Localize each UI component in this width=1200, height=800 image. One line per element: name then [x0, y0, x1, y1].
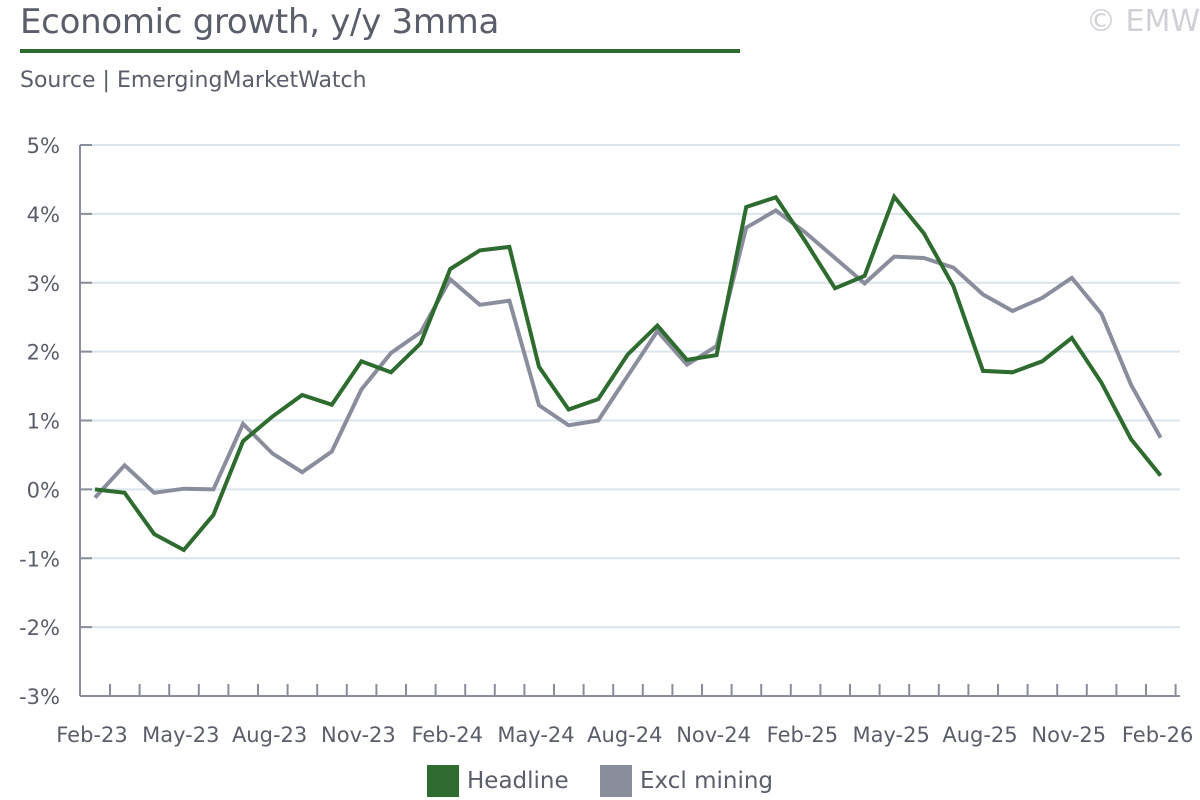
x-tick-label: May-24: [497, 723, 574, 747]
line-chart: 5% 4% 3% 2% 1% 0% -1% -2% -3% Feb-23 May-23 Aug-23 N…: [19, 134, 1193, 747]
x-tick-label: Feb-24: [411, 723, 482, 747]
copyright-watermark: © EMW: [1085, 4, 1200, 39]
y-tick-label: 0%: [27, 478, 60, 502]
title-underline: [20, 49, 740, 53]
x-tick-label: Feb-23: [56, 723, 127, 747]
x-tick-label: Aug-25: [942, 723, 1017, 747]
y-tick-label: 5%: [27, 134, 60, 158]
x-tick-label: Nov-25: [1031, 723, 1106, 747]
legend-swatch-excl-mining: [600, 765, 632, 797]
legend-item-headline: Headline: [427, 763, 569, 799]
x-tick-label: Feb-25: [767, 723, 838, 747]
legend-swatch-headline: [427, 765, 459, 797]
chart-source: Source | EmergingMarketWatch: [20, 68, 367, 93]
y-tick-label: 3%: [27, 272, 60, 296]
series-line-excl-mining: [93, 208, 1163, 499]
legend-label-excl-mining: Excl mining: [640, 768, 774, 794]
legend-label-headline: Headline: [467, 768, 569, 794]
y-tick-label: -3%: [19, 685, 60, 709]
y-tick-label: 1%: [27, 410, 60, 434]
x-tick-label: Nov-23: [321, 723, 396, 747]
x-tick-label: Feb-26: [1122, 723, 1193, 747]
chart-title: Economic growth, y/y 3mma: [20, 2, 500, 42]
y-tick-label: 2%: [27, 341, 60, 365]
series-line-headline: [94, 192, 1163, 553]
x-tick-label: Aug-24: [587, 723, 662, 747]
legend-item-excl-mining: Excl mining: [600, 763, 773, 799]
x-tick-label: May-23: [142, 723, 219, 747]
y-tick-label: 4%: [27, 203, 60, 227]
x-tick-label: Nov-24: [676, 723, 751, 747]
chart-legend: Headline Excl mining: [0, 763, 1200, 799]
y-tick-label: -2%: [19, 616, 60, 640]
x-tick-label: May-25: [853, 723, 930, 747]
y-tick-label: -1%: [19, 547, 60, 571]
x-tick-label: Aug-23: [232, 723, 307, 747]
